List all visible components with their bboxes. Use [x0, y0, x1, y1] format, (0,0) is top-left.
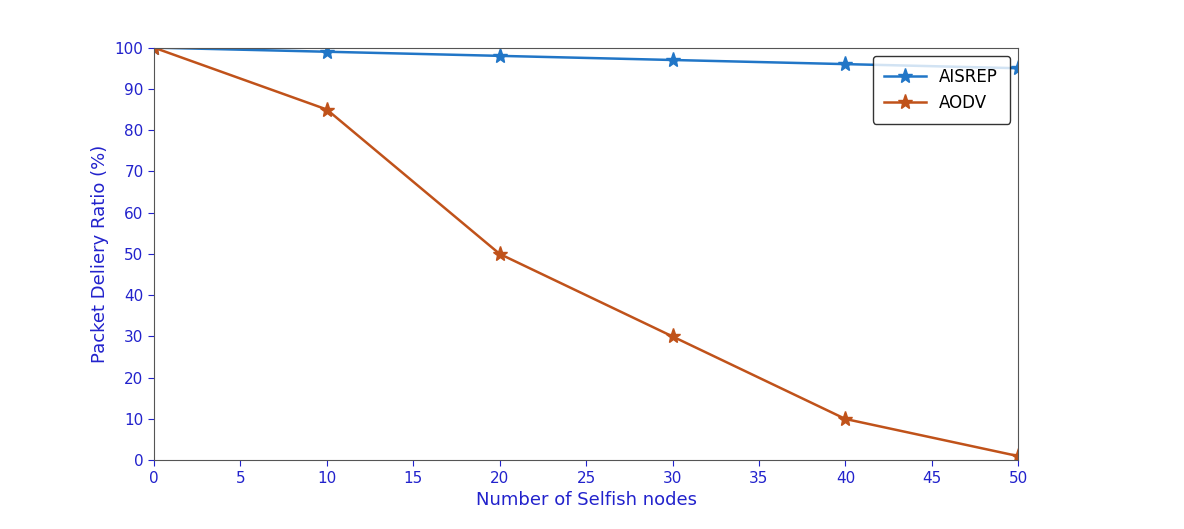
Line: AISREP: AISREP	[147, 40, 1025, 76]
AODV	[665, 333, 680, 340]
AODV	[838, 416, 852, 422]
Line: AODV: AODV	[147, 40, 1025, 464]
AISREP	[493, 53, 507, 59]
AODV	[493, 251, 507, 257]
Legend: AISREP, AODV: AISREP, AODV	[873, 56, 1010, 124]
AISREP	[665, 57, 680, 63]
Y-axis label: Packet Deliery Ratio (%): Packet Deliery Ratio (%)	[91, 145, 109, 363]
AODV	[1011, 453, 1025, 459]
AODV	[320, 106, 334, 113]
AISREP	[320, 49, 334, 55]
AISREP	[838, 61, 852, 67]
AISREP	[1011, 65, 1025, 71]
AODV	[147, 44, 161, 51]
X-axis label: Number of Selfish nodes: Number of Selfish nodes	[476, 491, 696, 509]
AISREP	[147, 44, 161, 51]
